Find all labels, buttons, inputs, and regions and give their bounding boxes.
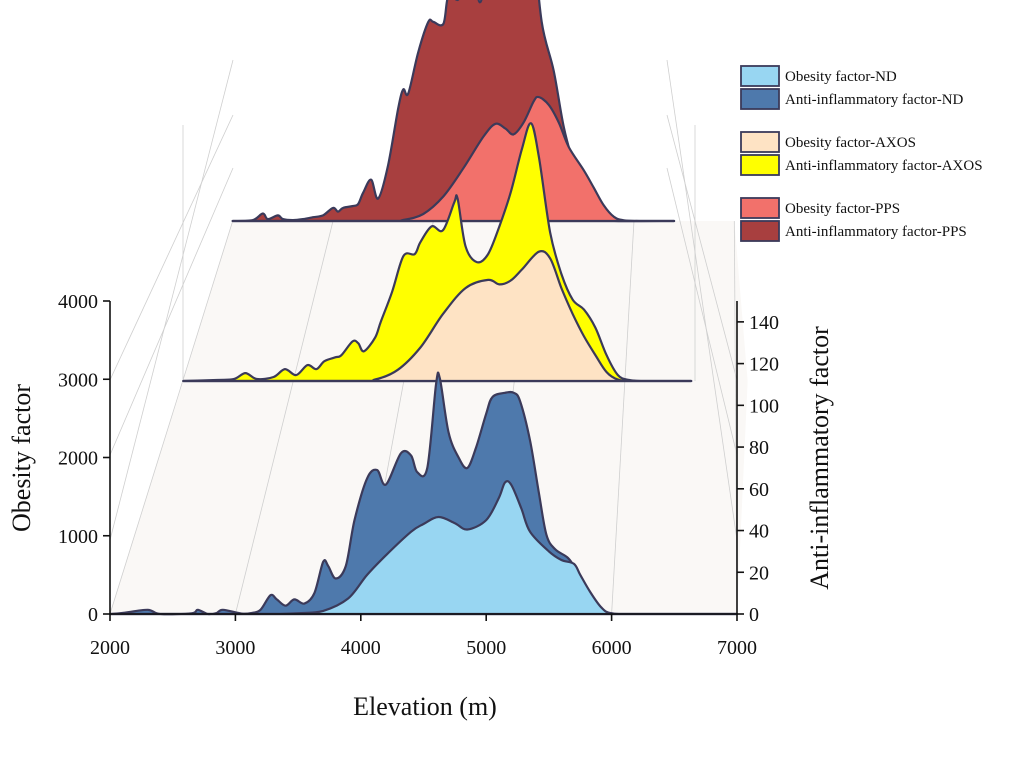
legend-label: Anti-inflammatory factor-ND: [785, 92, 964, 108]
obesity-area-axos: [182, 249, 693, 383]
y-left-tick-label: 3000: [58, 369, 98, 391]
y-left-tick-label: 0: [88, 604, 98, 626]
y-right-axis-title: Anti-inflammatory factor: [805, 326, 834, 590]
x-tick-label: 2000: [90, 637, 130, 659]
depth-guide-line: [611, 220, 635, 615]
ridge-curves: [108, 0, 739, 616]
antiinflammatory-area-nd: [108, 371, 739, 616]
legend-swatch: [740, 65, 780, 87]
y-right-tick-label: 100: [749, 395, 779, 417]
perspective-guide-line: [109, 167, 234, 456]
legend-swatch: [740, 131, 780, 153]
legend-swatch: [740, 220, 780, 242]
x-tick-label: 4000: [341, 637, 381, 659]
y-left-tick-label: 1000: [58, 526, 98, 548]
perspective-guide-line: [666, 167, 738, 456]
x-tick-label: 3000: [215, 637, 255, 659]
perspective-guide-line: [666, 114, 738, 381]
y-right-tick-label: 60: [749, 479, 769, 501]
ridge-group-pps: [231, 0, 676, 223]
x-tick-label: 6000: [592, 637, 632, 659]
legend-label: Obesity factor-ND: [785, 69, 897, 85]
x-tick-label: 5000: [466, 637, 506, 659]
legend-swatch: [740, 88, 780, 110]
y-right-tick-label: 120: [749, 354, 779, 376]
legend: Obesity factor-ND Anti-inflammatory facto…: [740, 65, 983, 242]
y-right-tick-label: 80: [749, 437, 769, 459]
legend-swatch: [740, 154, 780, 176]
obesity-area-pps: [231, 95, 676, 223]
perspective-guide-line: [666, 59, 738, 541]
depth-guide-line: [235, 220, 334, 615]
ridge-group-nd: [108, 371, 739, 616]
perspective-guide-line: [109, 59, 234, 541]
y-left-axis-title: Obesity factor: [7, 384, 36, 532]
y-left-tick-label: 2000: [58, 448, 98, 470]
y-right-tick-label: 0: [749, 604, 759, 626]
legend-swatch: [740, 197, 780, 219]
legend-label: Obesity factor-PPS: [785, 201, 900, 217]
y-left-tick-label: 4000: [58, 291, 98, 313]
y-right-tick-label: 40: [749, 521, 769, 543]
ridge-group-axos: [182, 122, 693, 383]
legend-label: Obesity factor-AXOS: [785, 135, 916, 151]
obesity-area-nd: [108, 480, 739, 616]
x-tick-label: 7000: [717, 637, 757, 659]
x-axis-title: Elevation (m): [353, 692, 497, 721]
legend-label: Anti-inflammatory factor-AXOS: [785, 158, 983, 174]
y-right-tick-label: 20: [749, 562, 769, 584]
axes: 2000 3000 4000 5000 6000 70000100020003000400…: [58, 291, 779, 659]
perspective-guide-line: [109, 114, 234, 381]
legend-label: Anti-inflammatory factor-PPS: [785, 224, 967, 240]
y-right-tick-label: 140: [749, 312, 779, 334]
depth-guide-line: [109, 220, 234, 615]
